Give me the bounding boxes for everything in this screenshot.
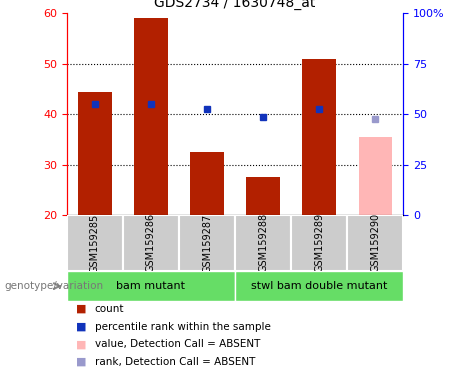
Bar — [67, 271, 235, 301]
Bar — [302, 59, 336, 215]
Text: GSM159287: GSM159287 — [202, 213, 212, 273]
Bar — [67, 215, 123, 271]
Bar — [246, 177, 280, 215]
Text: GSM159286: GSM159286 — [146, 214, 156, 272]
Bar — [235, 271, 403, 301]
Text: genotype/variation: genotype/variation — [5, 281, 104, 291]
Text: ■: ■ — [76, 357, 87, 367]
Text: ■: ■ — [76, 339, 87, 349]
Text: rank, Detection Call = ABSENT: rank, Detection Call = ABSENT — [95, 357, 255, 367]
Bar — [359, 137, 392, 215]
Bar — [123, 215, 179, 271]
Text: GSM159290: GSM159290 — [370, 214, 380, 272]
Text: GSM159285: GSM159285 — [90, 213, 100, 273]
Bar — [347, 215, 403, 271]
Text: value, Detection Call = ABSENT: value, Detection Call = ABSENT — [95, 339, 260, 349]
Bar — [134, 18, 168, 215]
Text: count: count — [95, 304, 124, 314]
Text: stwl bam double mutant: stwl bam double mutant — [251, 281, 387, 291]
Title: GDS2734 / 1630748_at: GDS2734 / 1630748_at — [154, 0, 316, 10]
Text: GSM159288: GSM159288 — [258, 214, 268, 272]
Text: bam mutant: bam mutant — [117, 281, 185, 291]
Bar — [179, 215, 235, 271]
Bar — [190, 152, 224, 215]
Text: ■: ■ — [76, 322, 87, 332]
Bar — [78, 91, 112, 215]
Bar — [291, 215, 347, 271]
Text: percentile rank within the sample: percentile rank within the sample — [95, 322, 271, 332]
Bar — [235, 215, 291, 271]
Text: ■: ■ — [76, 304, 87, 314]
Text: GSM159289: GSM159289 — [314, 214, 324, 272]
